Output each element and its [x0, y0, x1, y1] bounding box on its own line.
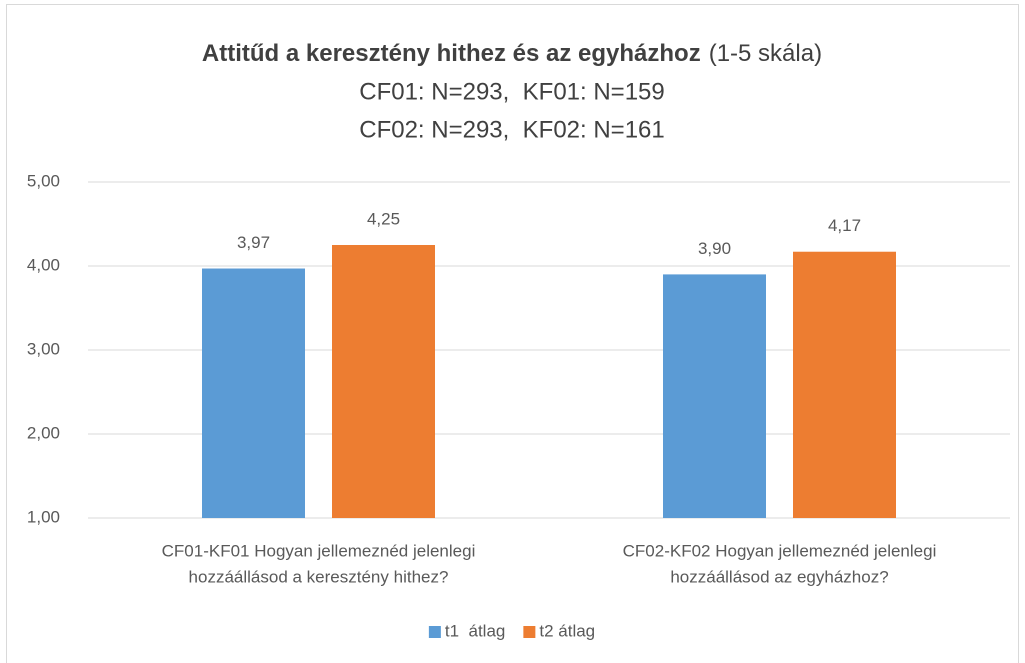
bar: [793, 251, 896, 518]
chart-title-note: (1-5 skála): [709, 40, 822, 67]
bar: [332, 245, 435, 518]
x-tick-label: CF02-KF02 Hogyan jellemeznéd jelenlegi: [623, 541, 937, 560]
legend-swatch: [428, 626, 441, 638]
chart-title: Attitűd a keresztény hithez és az egyház…: [202, 40, 701, 67]
y-tick-label: 2,00: [27, 423, 60, 442]
legend-swatch: [523, 626, 536, 638]
y-tick-label: 1,00: [27, 507, 60, 526]
y-tick-label: 4,00: [27, 255, 60, 274]
legend: t1 átlag t2 átlag: [428, 621, 595, 640]
chart-subtitle: CF01: N=293, KF01: N=159: [359, 78, 665, 105]
data-label: 3,90: [698, 239, 731, 258]
chart-title-group: Attitűd a keresztény hithez és az egyház…: [202, 40, 822, 67]
data-label: 3,97: [237, 233, 270, 252]
chart-subtitle: CF02: N=293, KF02: N=161: [359, 116, 665, 143]
legend-label: t1 átlag: [445, 621, 506, 640]
bar: [663, 274, 766, 518]
legend-label: t2 átlag: [539, 621, 595, 640]
data-label: 4,17: [828, 216, 861, 235]
data-label: 4,25: [367, 209, 400, 228]
y-tick-label: 3,00: [27, 339, 60, 358]
x-tick-label: CF01-KF01 Hogyan jellemeznéd jelenlegi: [162, 541, 476, 560]
y-tick-label: 5,00: [27, 171, 60, 190]
x-tick-label: hozzáállásod a keresztény hithez?: [189, 567, 449, 586]
x-tick-label: hozzáállásod az egyházhoz?: [670, 567, 888, 586]
bar: [202, 268, 305, 518]
